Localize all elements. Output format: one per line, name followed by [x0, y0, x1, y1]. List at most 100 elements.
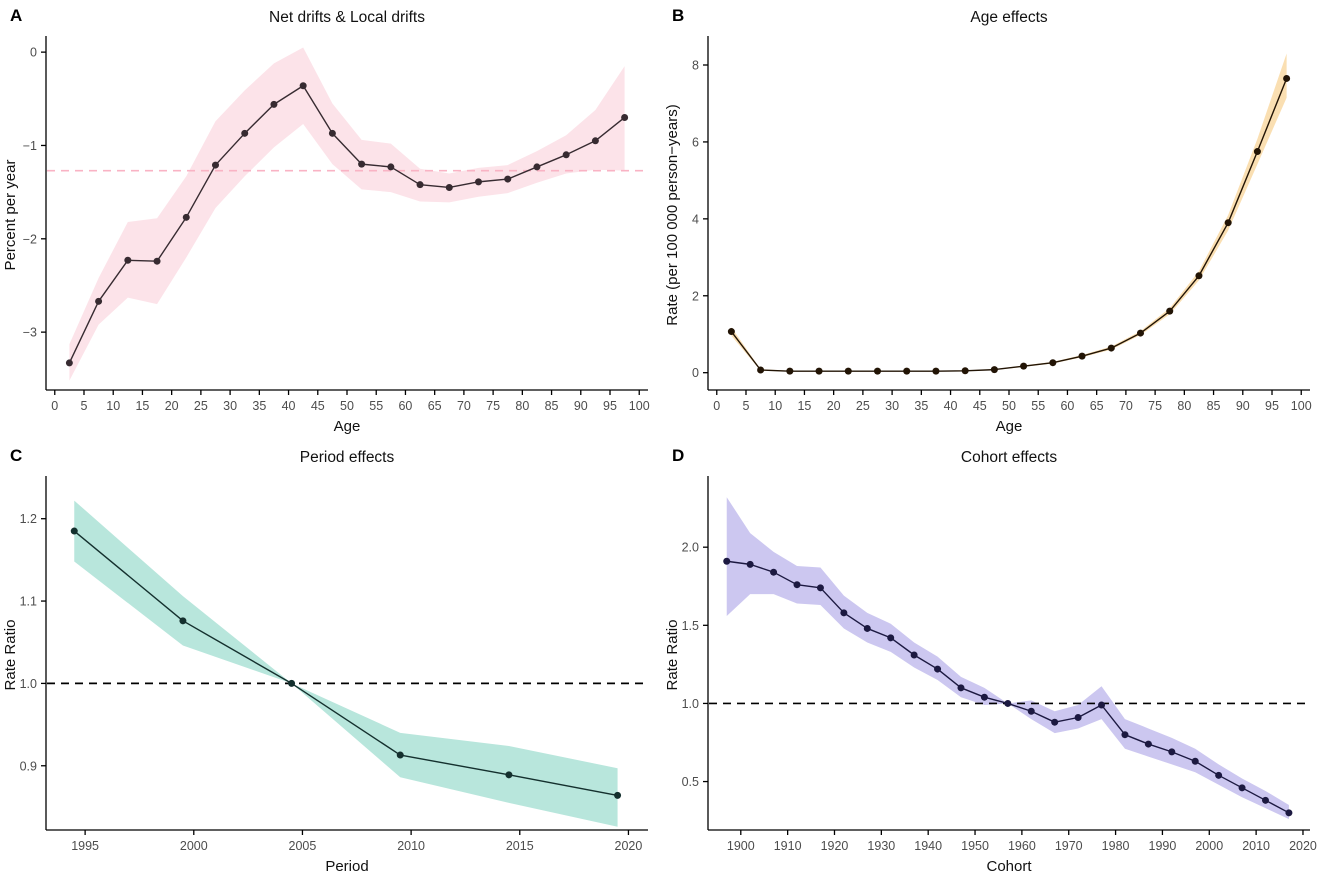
svg-text:35: 35 [914, 399, 928, 413]
data-point [903, 367, 911, 375]
svg-text:50: 50 [340, 399, 354, 413]
data-point [1078, 352, 1086, 360]
svg-text:95: 95 [603, 399, 617, 413]
svg-text:2: 2 [692, 289, 699, 303]
series-line [730, 78, 1288, 372]
data-point [932, 367, 940, 375]
data-point [358, 160, 366, 168]
svg-text:15: 15 [135, 399, 149, 413]
data-point [153, 257, 161, 265]
svg-text:2000: 2000 [180, 839, 208, 853]
chart-title: Period effects [300, 449, 395, 466]
svg-text:25: 25 [856, 399, 870, 413]
svg-text:75: 75 [486, 399, 500, 413]
axes [703, 36, 1310, 395]
svg-text:0: 0 [51, 399, 58, 413]
data-point [95, 297, 103, 305]
svg-text:65: 65 [1090, 399, 1104, 413]
data-point [844, 367, 852, 375]
panel-period-effects: C 1995 2000 2005 2010 2015 2020 0.9 1.0 1.1 1.2 Pe… [0, 440, 662, 880]
data-point [387, 163, 395, 171]
svg-text:4: 4 [692, 212, 699, 226]
svg-text:65: 65 [428, 399, 442, 413]
svg-text:60: 60 [1060, 399, 1074, 413]
data-point [863, 624, 871, 632]
data-point [1027, 707, 1035, 715]
data-point [961, 367, 969, 375]
data-point [1098, 701, 1106, 709]
data-point [1283, 74, 1291, 82]
data-point [299, 82, 307, 90]
x-axis-label: Age [334, 418, 361, 435]
data-point [1074, 714, 1082, 721]
series-line [73, 530, 618, 797]
confidence-band [726, 497, 1289, 820]
panel-age-effects: B 0 5 10 15 20 25 30 35 40 45 50 55 60 65 70 75 80 85 90 95… [662, 0, 1325, 440]
confidence-band [69, 47, 625, 381]
svg-text:1.0: 1.0 [20, 677, 37, 691]
data-point [1121, 731, 1129, 739]
data-point [270, 100, 278, 108]
data-point [591, 137, 599, 145]
svg-text:2015: 2015 [506, 839, 534, 853]
svg-text:0.5: 0.5 [682, 775, 699, 789]
axes [703, 476, 1310, 835]
data-point [873, 367, 881, 375]
svg-text:2.0: 2.0 [682, 541, 699, 555]
panel-letter-a: A [10, 6, 23, 25]
svg-text:70: 70 [457, 399, 471, 413]
svg-text:85: 85 [545, 399, 559, 413]
x-axis-label: Period [325, 858, 368, 875]
axes [41, 36, 648, 395]
data-point [957, 684, 965, 692]
svg-text:90: 90 [574, 399, 588, 413]
data-point [786, 367, 794, 375]
svg-text:55: 55 [1031, 399, 1045, 413]
data-point [910, 651, 918, 659]
panel-cohort-effects: D 1900 1910 1920 1930 1940 1950 1960 1970 1980 19… [662, 440, 1325, 880]
tick-labels: 1995 2000 2005 2010 2015 2020 0.9 1.0 1.1 1.2 [20, 512, 643, 853]
svg-text:80: 80 [1177, 399, 1191, 413]
svg-text:0: 0 [30, 46, 37, 60]
data-point [1253, 148, 1261, 156]
data-point [887, 634, 895, 642]
svg-text:40: 40 [282, 399, 296, 413]
svg-text:20: 20 [827, 399, 841, 413]
svg-text:55: 55 [369, 399, 383, 413]
data-point [746, 560, 754, 568]
axes [41, 476, 648, 835]
data-point [1215, 771, 1223, 779]
data-point [1107, 344, 1115, 352]
confidence-band [731, 53, 1287, 372]
svg-text:30: 30 [223, 399, 237, 413]
svg-text:60: 60 [398, 399, 412, 413]
data-point [980, 693, 988, 701]
data-point [475, 178, 483, 186]
svg-text:1950: 1950 [961, 839, 989, 853]
svg-text:45: 45 [973, 399, 987, 413]
data-point [723, 557, 731, 565]
data-point [1168, 748, 1176, 756]
data-point [1191, 757, 1199, 765]
svg-text:30: 30 [885, 399, 899, 413]
svg-text:1.0: 1.0 [682, 697, 699, 711]
confidence-band [74, 500, 618, 827]
data-point [1238, 784, 1246, 792]
y-axis-label: Rate (per 100 000 person−years) [664, 104, 681, 325]
svg-text:5: 5 [81, 399, 88, 413]
data-point [840, 609, 848, 617]
data-point [504, 175, 512, 183]
svg-text:50: 50 [1002, 399, 1016, 413]
data-point [562, 151, 570, 159]
y-axis-label: Rate Ratio [664, 620, 681, 691]
svg-text:1930: 1930 [867, 839, 895, 853]
chart-title: Net drifts & Local drifts [269, 9, 425, 26]
svg-text:70: 70 [1119, 399, 1133, 413]
svg-text:1900: 1900 [727, 839, 755, 853]
data-point [70, 527, 78, 535]
data-point [816, 584, 824, 592]
svg-text:2010: 2010 [397, 839, 425, 853]
x-axis-label: Cohort [986, 858, 1032, 875]
data-point [934, 665, 942, 673]
